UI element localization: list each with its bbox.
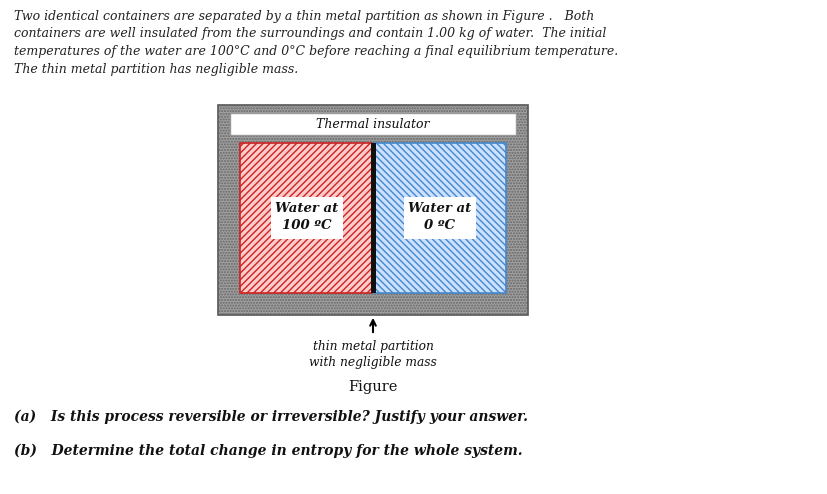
Text: (a)   Is this process reversible or irreversible? Justify your answer.: (a) Is this process reversible or irreve… xyxy=(14,410,528,424)
Bar xyxy=(373,143,506,293)
Bar xyxy=(240,143,373,293)
Text: containers are well insulated from the surroundings and contain 1.00 kg of water: containers are well insulated from the s… xyxy=(14,28,606,41)
Text: Water at
0 ºC: Water at 0 ºC xyxy=(408,202,471,232)
Bar xyxy=(373,143,506,293)
Bar xyxy=(270,197,342,239)
Text: with negligible mass: with negligible mass xyxy=(309,356,437,369)
Bar xyxy=(218,105,528,315)
Text: Two identical containers are separated by a thin metal partition as shown in Fig: Two identical containers are separated b… xyxy=(14,10,595,23)
Bar xyxy=(230,113,516,135)
Text: Figure: Figure xyxy=(348,380,398,394)
Bar xyxy=(218,105,528,315)
Text: Thermal insulator: Thermal insulator xyxy=(316,118,430,130)
Text: (b)   Determine the total change in entropy for the whole system.: (b) Determine the total change in entrop… xyxy=(14,444,523,458)
Bar xyxy=(370,143,375,293)
Text: The thin metal partition has negligible mass.: The thin metal partition has negligible … xyxy=(14,63,299,76)
Text: thin metal partition: thin metal partition xyxy=(313,340,433,353)
Bar xyxy=(404,197,476,239)
Text: temperatures of the water are 100°C and 0°C before reaching a final equilibrium : temperatures of the water are 100°C and … xyxy=(14,45,619,58)
Text: Water at
100 ºC: Water at 100 ºC xyxy=(275,202,338,232)
Bar xyxy=(240,143,373,293)
